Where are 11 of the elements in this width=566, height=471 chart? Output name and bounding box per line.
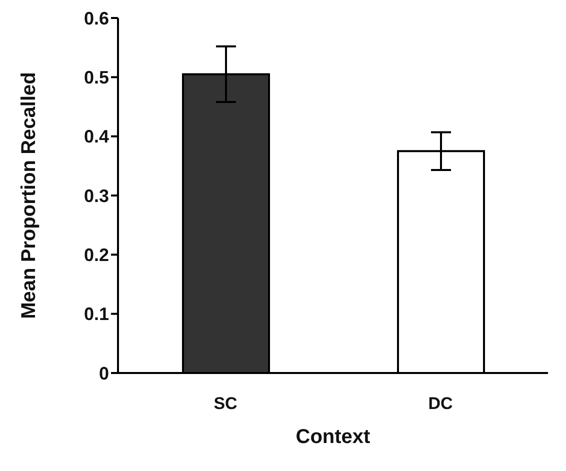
- x-tick-label: DC: [428, 394, 453, 414]
- y-tick-label: 0.3: [84, 186, 109, 206]
- y-tick-label: 0.5: [84, 68, 109, 88]
- x-axis-title: Context: [296, 426, 371, 448]
- y-tick-label: 0: [98, 363, 109, 384]
- y-tick-label: 0.2: [84, 245, 109, 266]
- y-tick-label: 0.4: [84, 126, 109, 147]
- x-tick-label: SC: [214, 394, 238, 414]
- y-tick-label: 0.1: [84, 304, 109, 324]
- y-axis-title: Mean Proportion Recalled: [18, 72, 40, 319]
- y-tick-label: 0.6: [84, 8, 109, 28]
